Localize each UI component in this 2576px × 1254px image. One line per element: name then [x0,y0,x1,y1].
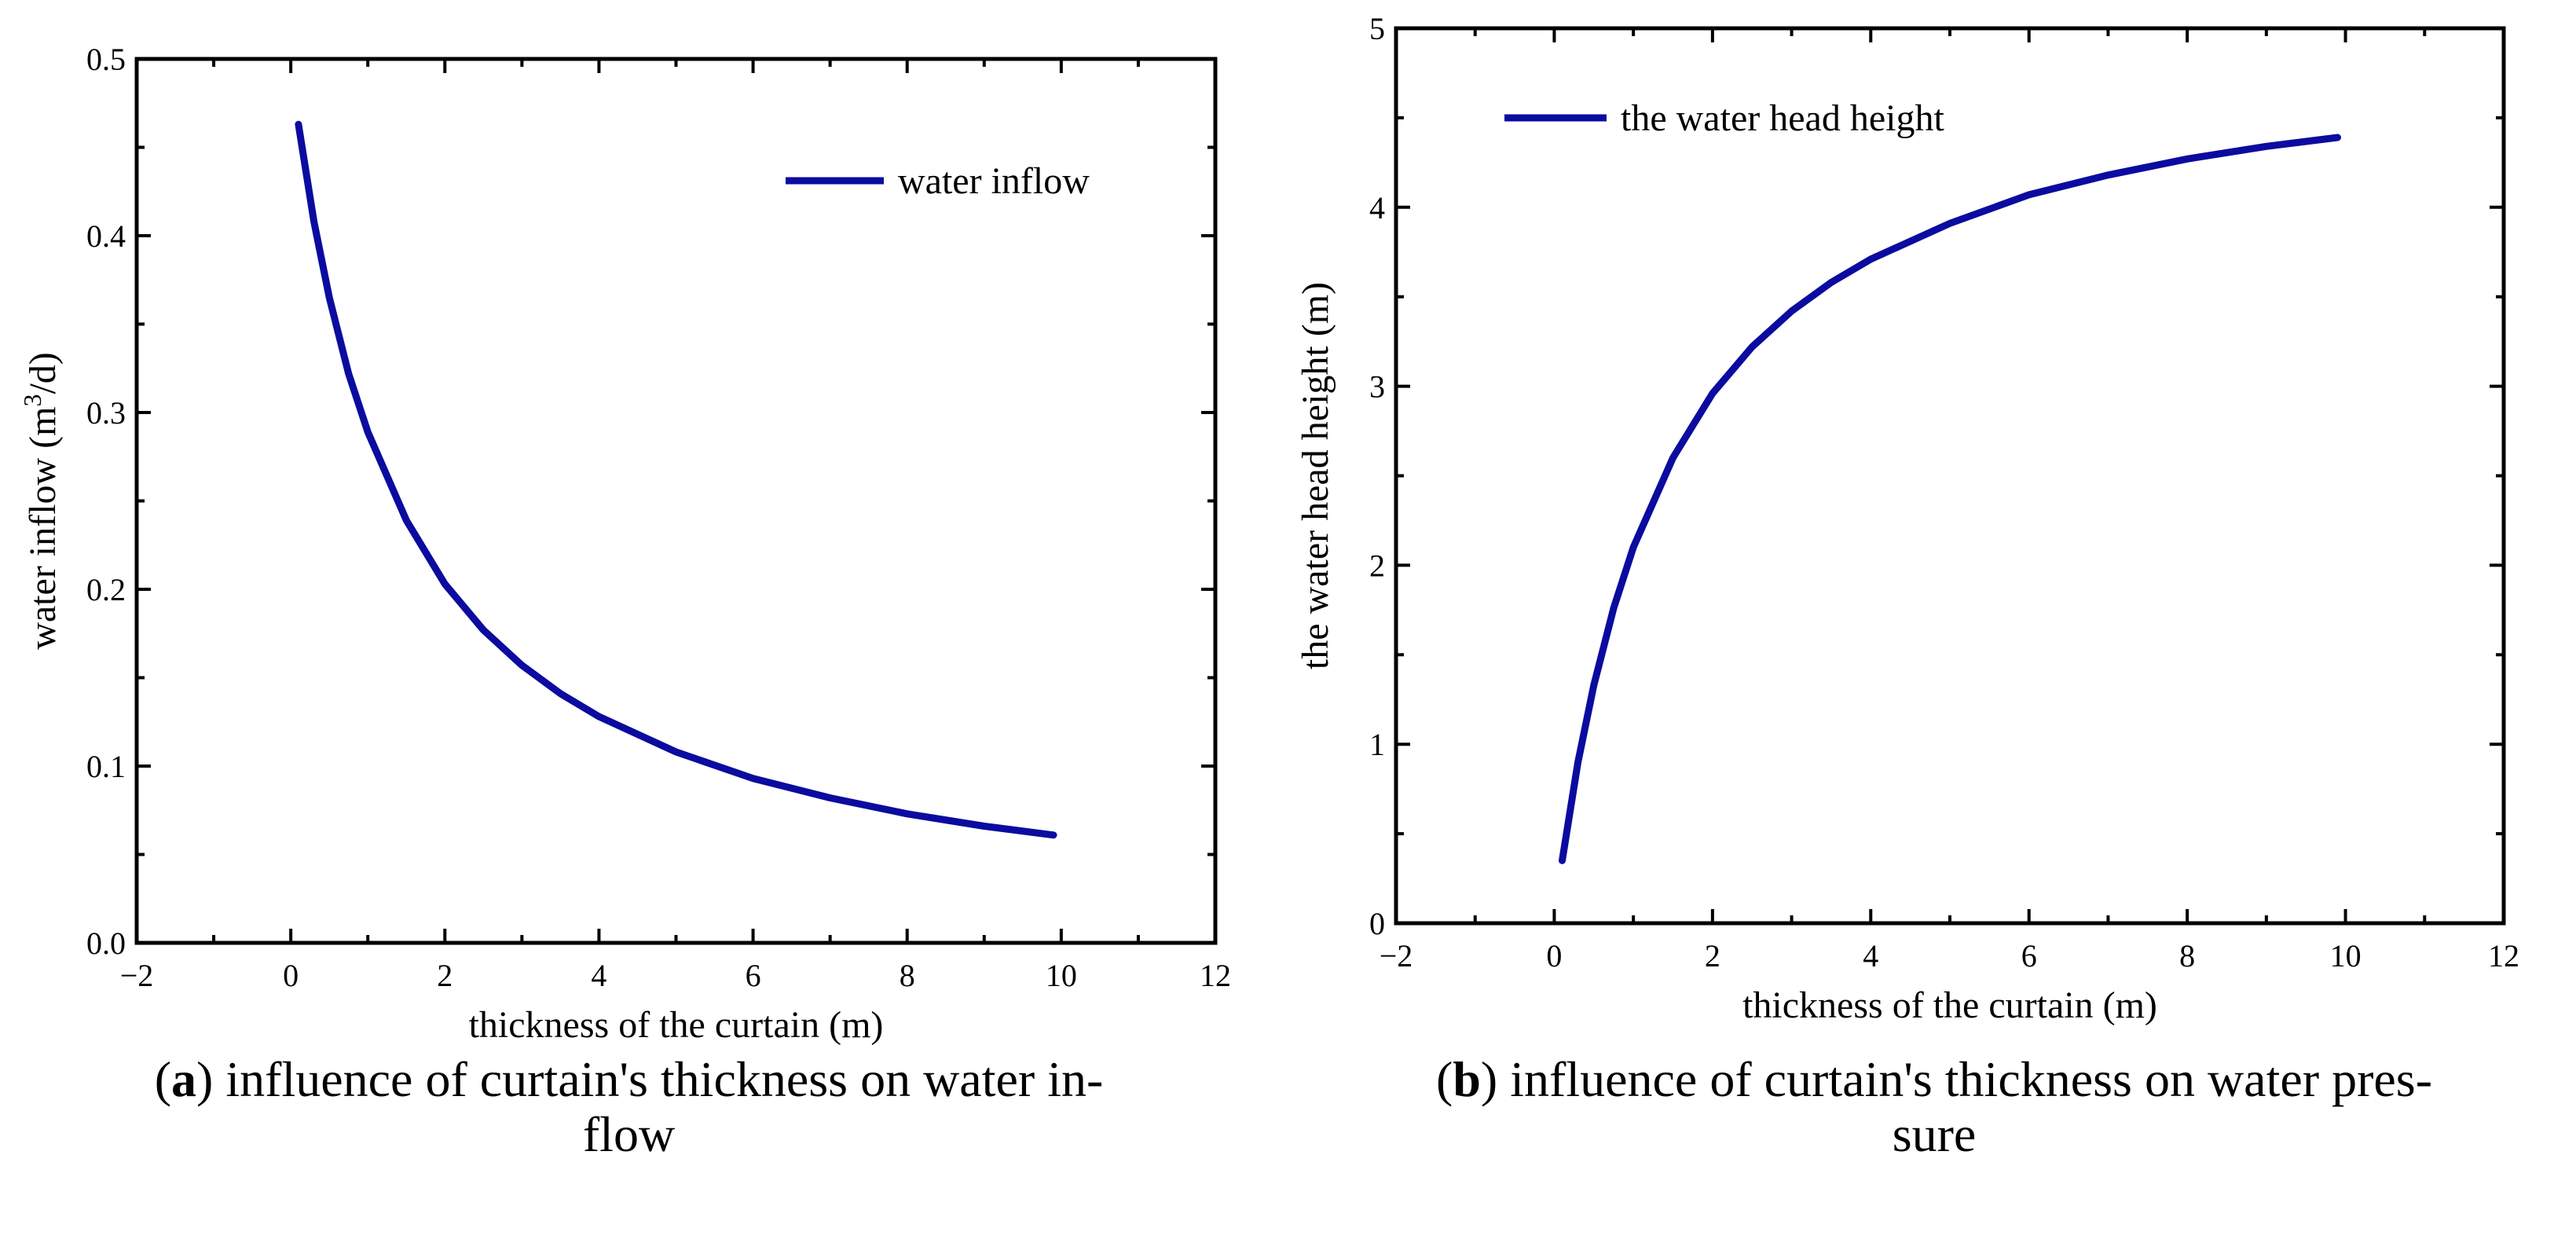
x-tick-label: 10 [2330,938,2362,974]
y-axis-label: the water head height (m) [1295,282,1336,669]
x-tick-label: 8 [2179,938,2195,974]
y-tick-label: 0.2 [86,572,126,607]
y-tick-label: 0.0 [86,926,126,961]
x-tick-label: 6 [746,958,761,993]
x-tick-label: 8 [900,958,915,993]
label-part: the water head height (m) [1295,282,1336,669]
legend: water inflow [786,160,1090,202]
y-tick-label: 0.5 [86,42,126,77]
caption-label: b [1453,1051,1481,1107]
chart-a: −2 0 2 4 6 8 10 12 0.0 0.1 0.2 0.3 0.4 0.5 thickness o… [18,42,1231,1162]
x-tick-label: 6 [2021,938,2037,974]
legend-label: water inflow [898,160,1090,202]
label-part: water inflow (m [22,407,64,650]
y-tick-label: 4 [1369,190,1385,226]
y-tick-label: 0.4 [86,218,126,254]
x-tick-label: 10 [1046,958,1077,993]
x-tick-label: −2 [1380,938,1413,974]
x-tick-label: 12 [1200,958,1231,993]
x-axis-label: thickness of the curtain (m) [1742,984,2157,1026]
y-tick-label: 0.3 [86,395,126,431]
y-tick-label: 2 [1369,548,1385,583]
caption-paren: ) [196,1051,225,1107]
x-tick-label: 0 [283,958,299,993]
caption-text: influence of curtain's thickness on wate… [1510,1051,2432,1107]
x-tick-label: 4 [1863,938,1878,974]
legend: the water head height [1504,97,1944,139]
series-line [295,120,1057,839]
x-tick-label: 4 [591,958,606,993]
caption-text: influence of curtain's thickness on wate… [225,1051,1103,1107]
y-axis-label: water inflow (m3/d) [18,352,64,650]
y-tick-label: 0 [1369,906,1385,941]
caption-paren: ) [1481,1051,1510,1107]
caption-line: flow [583,1106,675,1162]
caption-paren: ( [155,1051,171,1107]
legend-label: the water head height [1621,97,1944,139]
caption-line: (a) influence of curtain's thickness on … [155,1051,1104,1107]
caption-paren: ( [1436,1051,1453,1107]
x-tick-label: 12 [2488,938,2519,974]
y-tick-label: 0.1 [86,749,126,784]
x-axis-label: thickness of the curtain (m) [469,1004,884,1046]
y-tick-label: 5 [1369,11,1385,46]
caption-line: (b) influence of curtain's thickness on … [1436,1051,2432,1107]
y-tick-label: 3 [1369,369,1385,405]
label-part: /d) [22,352,64,394]
x-tick-label: 2 [1705,938,1720,974]
x-tick-label: −2 [120,958,154,993]
superscript: 3 [18,394,46,407]
plot-frame [1394,26,2506,926]
caption-line: sure [1893,1106,1977,1162]
y-tick-label: 1 [1369,727,1385,762]
x-tick-label: 2 [437,958,453,993]
x-tick-label: 0 [1546,938,1562,974]
caption-label: a [171,1051,196,1107]
series-line [1559,134,2341,864]
